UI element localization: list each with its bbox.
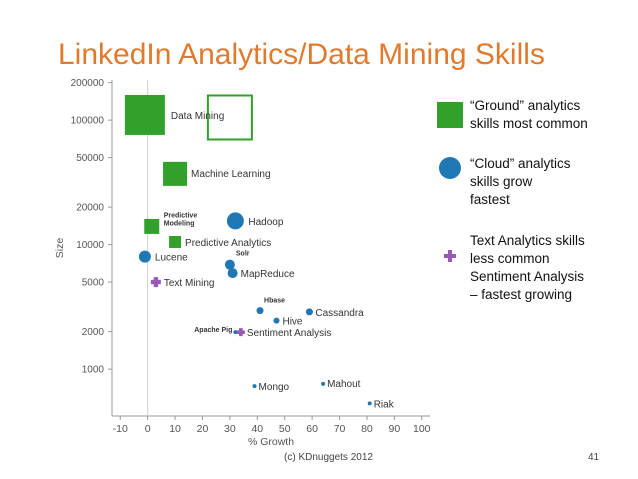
legend-marker-square bbox=[437, 102, 463, 128]
point-circle bbox=[226, 212, 244, 230]
point-label: Solr bbox=[236, 251, 250, 258]
y-tick-label: 50000 bbox=[76, 153, 104, 164]
point-circle bbox=[367, 401, 372, 406]
point-label: MapReduce bbox=[241, 269, 295, 280]
y-tick-label: 20000 bbox=[76, 203, 104, 214]
point-circle bbox=[138, 250, 151, 263]
point-square bbox=[163, 161, 188, 186]
outline-square-annotation bbox=[206, 94, 253, 141]
point-label: Predictive Modeling bbox=[164, 212, 198, 227]
y-tick-label: 2000 bbox=[82, 327, 105, 338]
x-tick-label: 0 bbox=[145, 423, 151, 435]
x-tick-label: 90 bbox=[389, 423, 401, 435]
point-label: Riak bbox=[374, 399, 395, 410]
y-tick-label: 10000 bbox=[76, 240, 104, 251]
point-circle bbox=[305, 308, 313, 316]
point-circle bbox=[224, 259, 235, 270]
point-label: Hive bbox=[282, 317, 302, 328]
footer-copyright: (c) KDnuggets 2012 bbox=[284, 452, 373, 463]
legend-marker-circle bbox=[439, 157, 461, 179]
point-label: Cassandra bbox=[315, 308, 364, 319]
point-square bbox=[124, 94, 165, 135]
point-label: Apache Pig bbox=[194, 327, 232, 334]
point-label: Text Mining bbox=[164, 278, 215, 289]
x-tick-label: 20 bbox=[197, 423, 209, 435]
point-label: Sentiment Analysis bbox=[247, 328, 332, 339]
point-circle bbox=[252, 384, 257, 389]
x-tick-label: 60 bbox=[306, 423, 318, 435]
x-tick-label: 80 bbox=[361, 423, 373, 435]
point-circle bbox=[256, 307, 264, 315]
point-label: Mahout bbox=[327, 379, 361, 390]
legend-text-ground: “Ground” analytics skills most common bbox=[470, 98, 588, 131]
point-label: Machine Learning bbox=[191, 169, 271, 180]
x-axis-label: % Growth bbox=[248, 436, 294, 448]
slide-title: LinkedIn Analytics/Data Mining Skills bbox=[58, 38, 545, 71]
x-tick-label: 10 bbox=[169, 423, 181, 435]
point-circle bbox=[273, 317, 280, 324]
point-label: Data Mining bbox=[171, 111, 224, 122]
point-plus bbox=[236, 328, 245, 337]
point-circle bbox=[233, 330, 238, 335]
point-plus bbox=[150, 277, 161, 288]
point-circle bbox=[227, 268, 238, 279]
point-label: Mongo bbox=[259, 382, 290, 393]
point-square bbox=[144, 218, 160, 234]
y-tick-label: 1000 bbox=[82, 365, 105, 376]
legend-marker-plus bbox=[444, 250, 456, 262]
x-tick-label: 100 bbox=[413, 423, 431, 435]
y-axis-label: Size bbox=[54, 238, 66, 259]
y-tick-label: 100000 bbox=[71, 116, 105, 127]
x-tick-label: 70 bbox=[334, 423, 346, 435]
legend-text-textanalytics: Text Analytics skills less common Sentim… bbox=[470, 233, 585, 302]
x-tick-label: -10 bbox=[113, 423, 128, 435]
point-label: Lucene bbox=[155, 253, 188, 264]
point-label: Hbase bbox=[264, 298, 285, 305]
y-tick-label: 200000 bbox=[71, 78, 105, 89]
page-number: 41 bbox=[588, 452, 600, 463]
y-tick-label: 5000 bbox=[82, 278, 105, 289]
x-tick-label: 30 bbox=[224, 423, 236, 435]
x-tick-label: 40 bbox=[251, 423, 263, 435]
point-label: Hadoop bbox=[248, 217, 283, 228]
point-square bbox=[169, 235, 182, 248]
legend-text-cloud: “Cloud” analytics skills grow fastest bbox=[470, 156, 571, 207]
point-circle bbox=[321, 381, 326, 386]
x-tick-label: 50 bbox=[279, 423, 291, 435]
point-label: Predictive Analytics bbox=[185, 238, 271, 249]
